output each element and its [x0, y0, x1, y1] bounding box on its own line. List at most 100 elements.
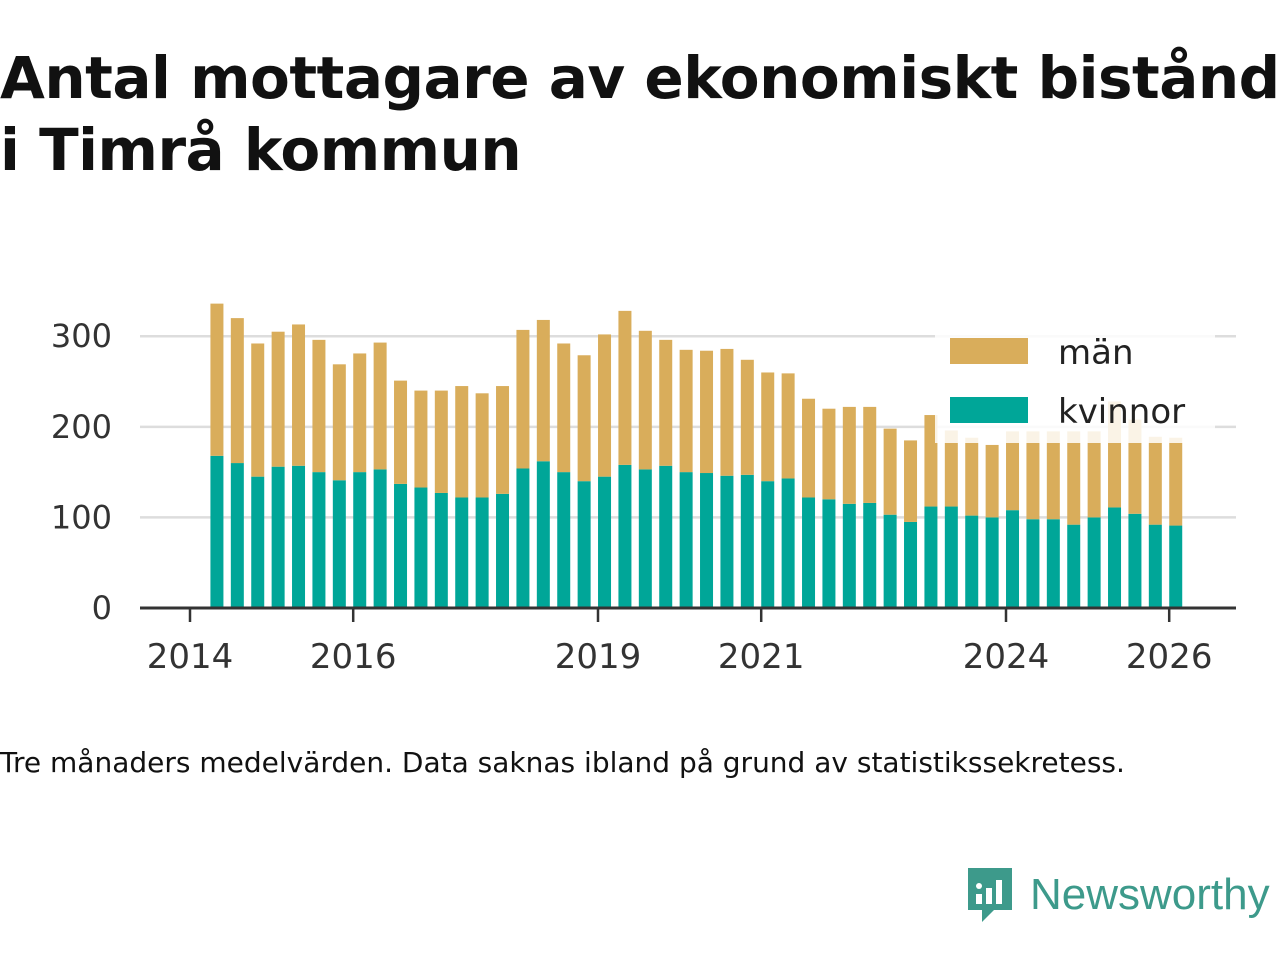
x-tick-label: 2021	[718, 637, 805, 677]
bar-kvinnor	[822, 499, 836, 608]
bar-man	[271, 331, 285, 467]
bar-kvinnor	[332, 480, 346, 608]
bar-kvinnor	[251, 476, 265, 608]
bar-man	[761, 372, 775, 482]
bar-man	[944, 430, 958, 507]
bar-man	[536, 319, 550, 462]
brand-logo[interactable]: Newsworthy	[964, 862, 1270, 928]
bar-man	[1128, 419, 1142, 514]
axes: 0 100 200 300 2014 2016 2019 2021 2024 2026	[51, 317, 1236, 677]
y-tick-label: 300	[51, 317, 112, 355]
bar-man	[598, 334, 612, 477]
bar-kvinnor	[210, 455, 224, 608]
bar-kvinnor	[353, 472, 367, 608]
bar-man	[496, 386, 510, 494]
bar-man	[1046, 431, 1060, 520]
bar-kvinnor	[740, 474, 754, 608]
bar-kvinnor	[577, 481, 591, 608]
bar-man	[373, 342, 387, 470]
bar-man	[210, 303, 224, 456]
bar-kvinnor	[924, 506, 938, 608]
bar-man	[455, 386, 469, 498]
x-tick-label: 2016	[310, 637, 397, 677]
bar-man	[822, 408, 836, 500]
bar-man	[414, 390, 428, 488]
bar-man	[230, 318, 244, 464]
bar-kvinnor	[1169, 525, 1183, 608]
newsworthy-logo-icon	[968, 868, 1012, 922]
bar-kvinnor	[761, 481, 775, 608]
bar-kvinnor	[598, 476, 612, 608]
bar-kvinnor	[230, 463, 244, 608]
bar-man	[434, 390, 448, 493]
bar-man	[312, 339, 326, 473]
bar-kvinnor	[965, 515, 979, 608]
bar-kvinnor	[720, 475, 734, 608]
bar-kvinnor	[944, 506, 958, 608]
bar-man	[720, 348, 734, 476]
bar-kvinnor	[1006, 510, 1020, 608]
bar-kvinnor	[496, 493, 510, 608]
bar-kvinnor	[679, 472, 693, 608]
bar-kvinnor	[781, 478, 795, 608]
bar-man	[394, 380, 408, 484]
bar-man	[1087, 431, 1101, 518]
bar-kvinnor	[842, 503, 856, 608]
bar-kvinnor	[1128, 513, 1142, 608]
bar-man	[965, 437, 979, 516]
legend-label-man: män	[1058, 333, 1134, 373]
y-tick-label: 200	[51, 408, 112, 446]
legend: män kvinnor	[935, 325, 1215, 443]
bar-man	[292, 324, 306, 466]
bar-man	[904, 440, 918, 522]
bar-kvinnor	[1108, 507, 1122, 608]
bar-man	[802, 398, 816, 498]
bar-kvinnor	[802, 497, 816, 608]
bar-man	[577, 355, 591, 482]
x-tick-label: 2024	[963, 637, 1050, 677]
y-tick-label: 100	[51, 498, 112, 536]
bar-kvinnor	[292, 465, 306, 608]
bar-man	[1006, 431, 1020, 511]
brand-name: Newsworthy	[1030, 870, 1270, 919]
x-tick-label: 2026	[1126, 637, 1213, 677]
page-title: Antal mottagare av ekonomiskt bistånd i …	[0, 44, 1280, 184]
bars	[210, 303, 1183, 608]
bar-man	[924, 415, 938, 507]
bar-kvinnor	[516, 468, 530, 608]
bar-man	[332, 364, 346, 481]
bar-kvinnor	[1046, 519, 1060, 608]
bar-kvinnor	[659, 465, 673, 608]
bar-man	[1026, 431, 1040, 520]
bar-kvinnor	[1148, 524, 1162, 608]
bar-man	[1169, 437, 1183, 526]
bar-kvinnor	[414, 487, 428, 608]
bar-man	[251, 343, 265, 477]
bar-kvinnor	[475, 497, 489, 608]
bar-kvinnor	[434, 492, 448, 608]
bar-man	[557, 343, 571, 473]
bar-man	[700, 350, 714, 474]
legend-swatch-kvinnor	[950, 397, 1028, 423]
bar-kvinnor	[312, 472, 326, 608]
bar-man	[679, 349, 693, 473]
x-tick-label: 2014	[147, 637, 234, 677]
bar-kvinnor	[863, 502, 877, 608]
bar-kvinnor	[271, 466, 285, 608]
bar-kvinnor	[883, 514, 897, 608]
bar-man	[985, 444, 999, 518]
bar-man	[781, 373, 795, 479]
bar-kvinnor	[455, 497, 469, 608]
bar-man	[475, 393, 489, 498]
bar-man	[516, 329, 530, 469]
bar-kvinnor	[1026, 519, 1040, 608]
bar-kvinnor	[536, 461, 550, 608]
y-tick-label: 0	[92, 589, 112, 627]
bar-man	[659, 339, 673, 466]
bar-kvinnor	[394, 483, 408, 608]
bar-kvinnor	[904, 521, 918, 608]
bar-man	[618, 310, 632, 465]
bar-kvinnor	[985, 517, 999, 608]
x-tick-label: 2019	[555, 637, 642, 677]
bar-kvinnor	[618, 464, 632, 608]
